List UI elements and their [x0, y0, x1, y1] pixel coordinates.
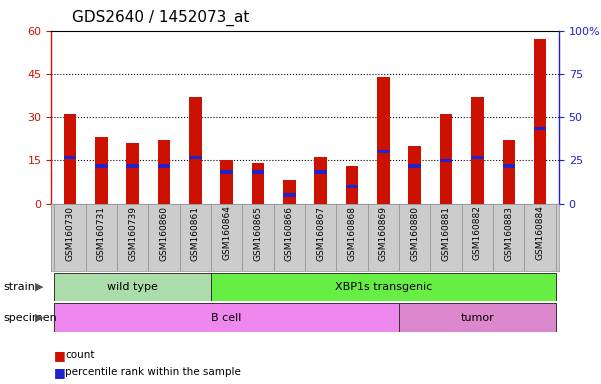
Text: strain: strain: [3, 282, 35, 292]
Text: GSM160884: GSM160884: [535, 205, 545, 260]
Text: ▶: ▶: [35, 313, 43, 323]
Text: GSM160864: GSM160864: [222, 205, 231, 260]
Text: GSM160860: GSM160860: [159, 205, 168, 260]
Bar: [189, 156, 201, 159]
Bar: [95, 137, 108, 204]
Bar: [252, 163, 264, 204]
Text: GSM160730: GSM160730: [66, 205, 75, 260]
Bar: [283, 180, 296, 204]
Text: GSM160882: GSM160882: [473, 205, 482, 260]
Bar: [346, 185, 358, 188]
Text: tumor: tumor: [460, 313, 494, 323]
Text: ■: ■: [54, 349, 66, 362]
Bar: [157, 140, 170, 204]
Bar: [126, 164, 139, 168]
Bar: [64, 156, 76, 159]
Bar: [314, 157, 327, 204]
Bar: [126, 143, 139, 204]
Bar: [409, 164, 421, 168]
Text: percentile rank within the sample: percentile rank within the sample: [65, 367, 241, 377]
Text: specimen: specimen: [3, 313, 56, 323]
Bar: [189, 97, 201, 204]
Bar: [95, 164, 108, 168]
Text: GSM160867: GSM160867: [316, 205, 325, 260]
Bar: [252, 170, 264, 174]
Text: GSM160866: GSM160866: [285, 205, 294, 260]
Text: GSM160739: GSM160739: [128, 205, 137, 260]
Bar: [502, 164, 515, 168]
Bar: [440, 114, 453, 204]
Text: count: count: [65, 350, 94, 360]
Bar: [440, 159, 453, 162]
Text: ▶: ▶: [35, 282, 43, 292]
Bar: [283, 193, 296, 197]
Bar: [471, 156, 484, 159]
Bar: [399, 303, 556, 332]
Bar: [314, 170, 327, 174]
Text: GSM160881: GSM160881: [442, 205, 451, 260]
Bar: [534, 127, 546, 131]
Text: GSM160731: GSM160731: [97, 205, 106, 260]
Bar: [64, 114, 76, 204]
Bar: [211, 273, 556, 301]
Bar: [409, 146, 421, 204]
Text: wild type: wild type: [107, 282, 158, 292]
Text: GSM160880: GSM160880: [410, 205, 419, 260]
Text: GSM160869: GSM160869: [379, 205, 388, 260]
Text: GDS2640 / 1452073_at: GDS2640 / 1452073_at: [72, 10, 249, 26]
Bar: [346, 166, 358, 204]
Text: GSM160865: GSM160865: [254, 205, 263, 260]
Bar: [502, 140, 515, 204]
Bar: [221, 170, 233, 174]
Text: GSM160868: GSM160868: [347, 205, 356, 260]
Bar: [54, 303, 399, 332]
Text: ■: ■: [54, 366, 66, 379]
Bar: [377, 77, 389, 204]
Bar: [534, 40, 546, 204]
Bar: [221, 161, 233, 204]
Text: GSM160883: GSM160883: [504, 205, 513, 260]
Text: B cell: B cell: [212, 313, 242, 323]
Text: XBP1s transgenic: XBP1s transgenic: [335, 282, 432, 292]
Bar: [157, 164, 170, 168]
Text: GSM160861: GSM160861: [191, 205, 200, 260]
Bar: [54, 273, 211, 301]
Bar: [471, 97, 484, 204]
Bar: [377, 150, 389, 154]
